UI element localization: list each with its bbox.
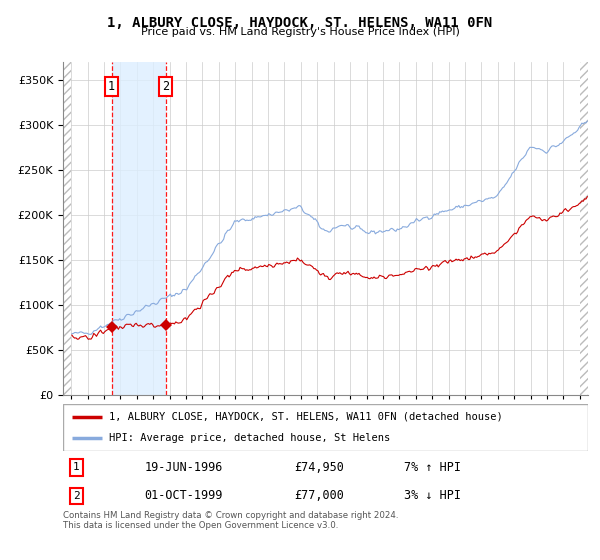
Text: £77,000: £77,000 bbox=[294, 489, 344, 502]
Bar bbox=[580, 62, 588, 395]
Text: 2: 2 bbox=[162, 80, 169, 93]
Text: 2: 2 bbox=[73, 491, 79, 501]
Text: 01-OCT-1999: 01-OCT-1999 bbox=[145, 489, 223, 502]
Text: 1, ALBURY CLOSE, HAYDOCK, ST. HELENS, WA11 0FN (detached house): 1, ALBURY CLOSE, HAYDOCK, ST. HELENS, WA… bbox=[109, 412, 503, 422]
Text: 1: 1 bbox=[108, 80, 115, 93]
Text: HPI: Average price, detached house, St Helens: HPI: Average price, detached house, St H… bbox=[109, 433, 391, 444]
Text: Contains HM Land Registry data © Crown copyright and database right 2024.
This d: Contains HM Land Registry data © Crown c… bbox=[63, 511, 398, 530]
Text: 1, ALBURY CLOSE, HAYDOCK, ST. HELENS, WA11 0FN: 1, ALBURY CLOSE, HAYDOCK, ST. HELENS, WA… bbox=[107, 16, 493, 30]
Bar bbox=[63, 62, 71, 395]
Text: Price paid vs. HM Land Registry's House Price Index (HPI): Price paid vs. HM Land Registry's House … bbox=[140, 27, 460, 37]
Text: £74,950: £74,950 bbox=[294, 461, 344, 474]
Text: 1: 1 bbox=[73, 463, 79, 473]
Text: 3% ↓ HPI: 3% ↓ HPI bbox=[404, 489, 461, 502]
Text: 19-JUN-1996: 19-JUN-1996 bbox=[145, 461, 223, 474]
Text: 7% ↑ HPI: 7% ↑ HPI bbox=[404, 461, 461, 474]
FancyBboxPatch shape bbox=[63, 404, 588, 451]
Bar bbox=[112, 62, 166, 395]
